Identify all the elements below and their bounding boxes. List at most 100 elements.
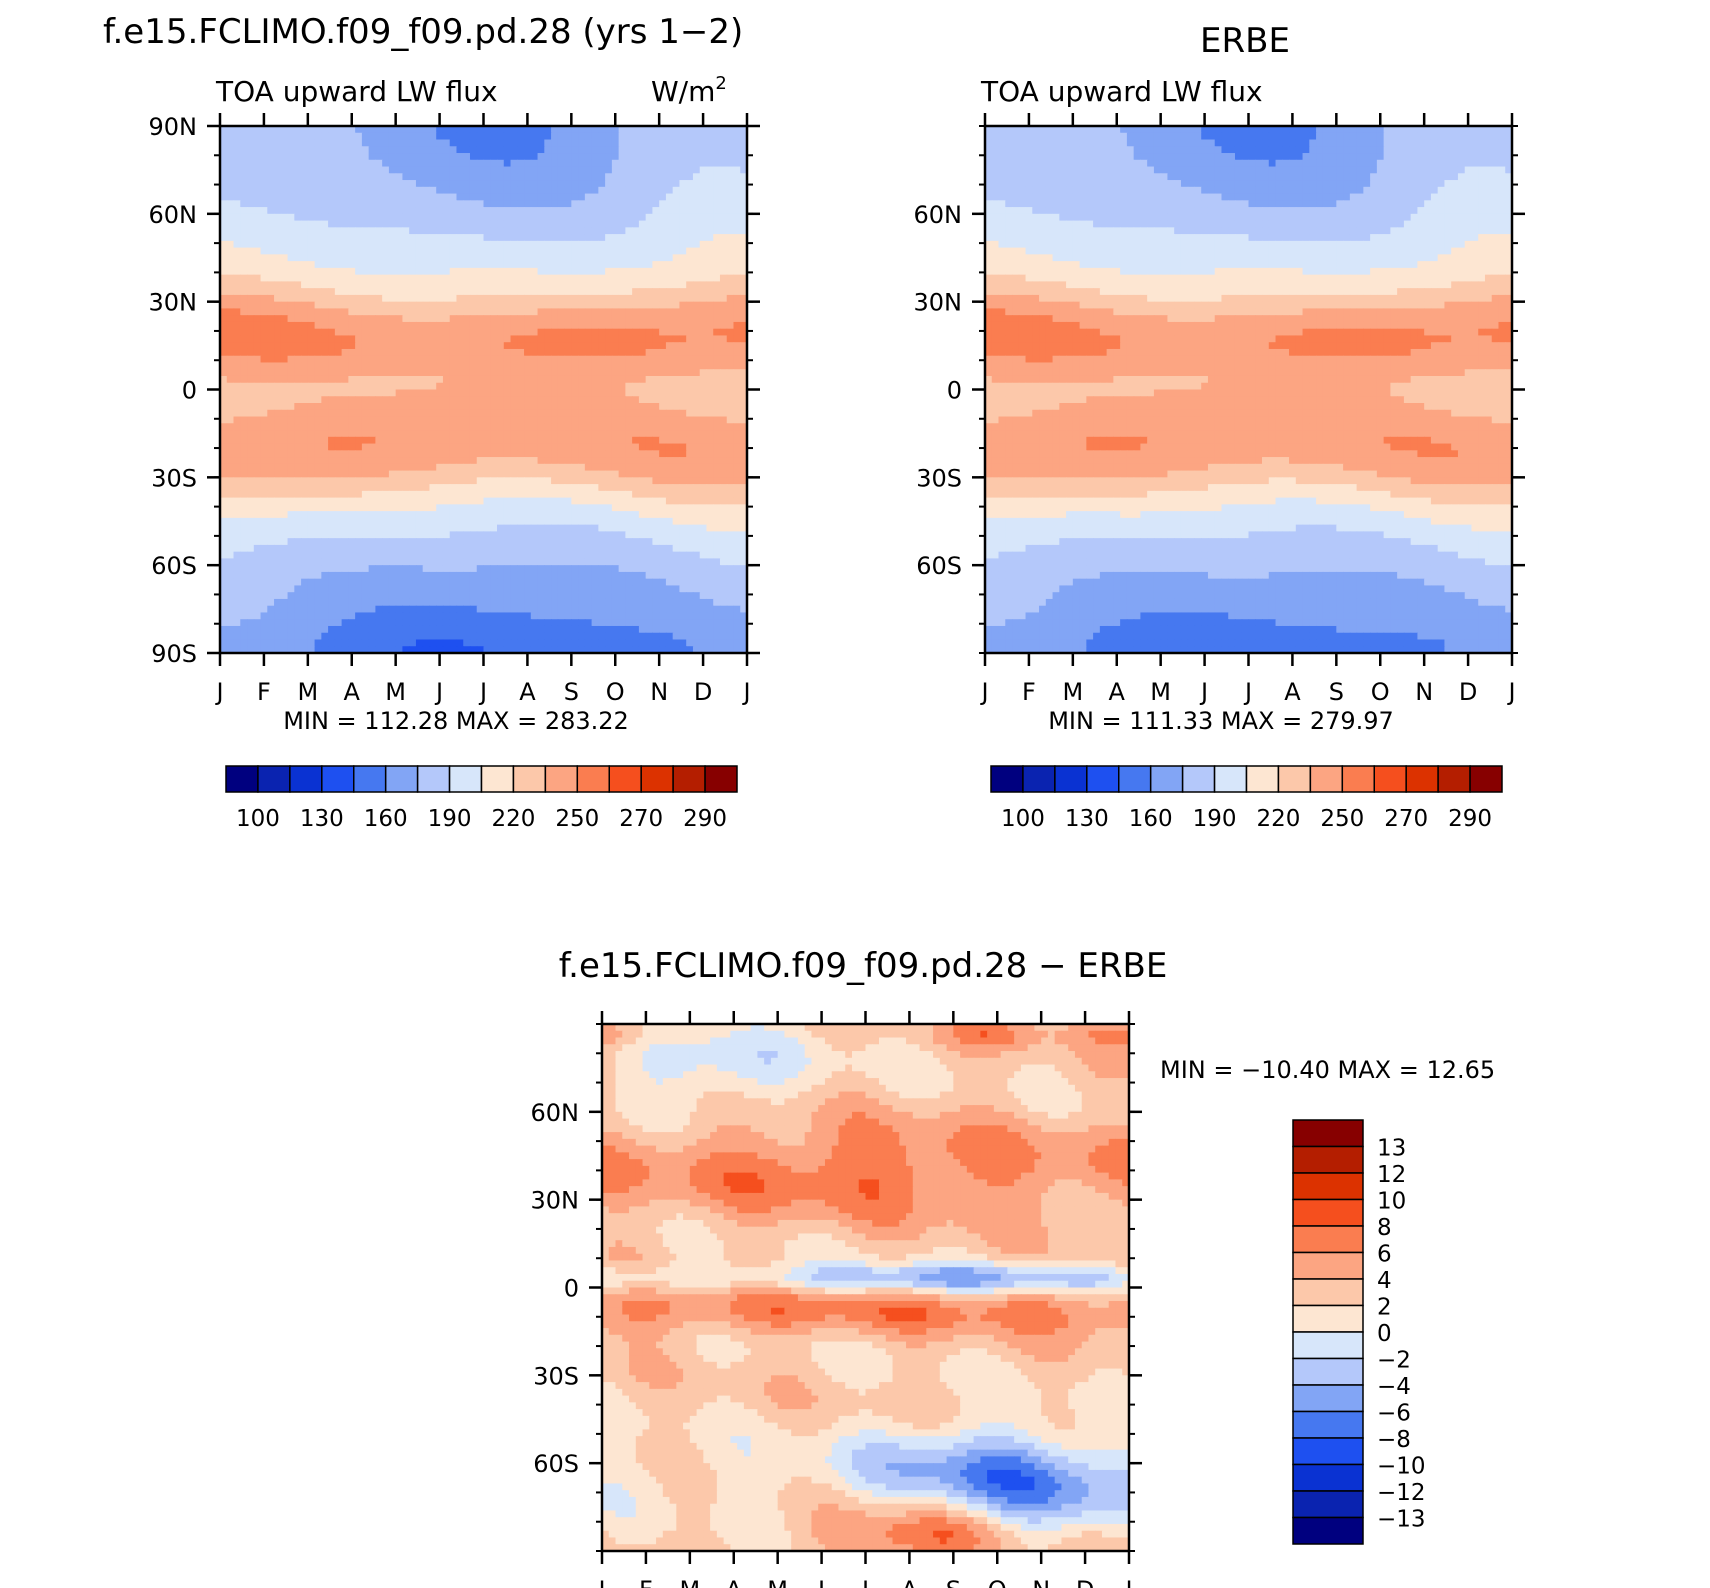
model-cell <box>565 248 572 255</box>
model-cell <box>315 227 322 234</box>
model-cell <box>301 268 308 275</box>
model-cell <box>490 214 497 221</box>
model-cell <box>382 146 389 153</box>
model-cell <box>727 281 734 288</box>
model-cell <box>470 173 477 180</box>
model-cell <box>578 167 585 174</box>
model-cell <box>490 207 497 214</box>
model-cell <box>335 275 342 282</box>
model-cell <box>497 200 504 207</box>
model-cell <box>247 133 254 140</box>
model-cell <box>402 288 409 295</box>
model-cell <box>409 275 416 282</box>
model-cell <box>416 288 423 295</box>
model-cell <box>261 140 268 147</box>
model-cell <box>477 227 484 234</box>
model-cell <box>605 200 612 207</box>
model-cell <box>679 227 686 234</box>
model-cell <box>375 194 382 201</box>
model-cell <box>720 207 727 214</box>
model-cell <box>585 234 592 241</box>
model-cell <box>524 268 531 275</box>
model-cell <box>254 248 261 255</box>
model-cell <box>484 153 491 160</box>
model-cell <box>308 146 315 153</box>
model-cell <box>301 261 308 268</box>
model-cell <box>733 295 740 302</box>
model-cell <box>342 194 349 201</box>
model-cell <box>558 227 565 234</box>
model-cell <box>686 214 693 221</box>
model-cell <box>605 268 612 275</box>
model-cell <box>598 187 605 194</box>
model-cell <box>470 241 477 248</box>
model-cell <box>646 173 653 180</box>
model-cell <box>355 241 362 248</box>
model-cell <box>321 254 328 261</box>
model-cell <box>294 187 301 194</box>
model-cell <box>436 241 443 248</box>
model-cell <box>382 133 389 140</box>
model-cell <box>666 194 673 201</box>
model-cell <box>511 180 518 187</box>
model-cell <box>389 194 396 201</box>
model-cell <box>517 160 524 167</box>
model-cell <box>693 288 700 295</box>
model-cell <box>565 214 572 221</box>
model-cell <box>362 268 369 275</box>
model-cell <box>693 248 700 255</box>
model-cell <box>463 200 470 207</box>
model-cell <box>227 214 234 221</box>
model-cell <box>504 261 511 268</box>
model-cell <box>409 234 416 241</box>
model-cell <box>254 302 261 309</box>
model-cell <box>254 234 261 241</box>
model-cell <box>646 261 653 268</box>
model-cell <box>619 275 626 282</box>
model-cell <box>598 288 605 295</box>
model-cell <box>544 207 551 214</box>
model-cell <box>470 167 477 174</box>
model-cell <box>585 275 592 282</box>
model-cell <box>605 153 612 160</box>
model-cell <box>598 180 605 187</box>
model-cell <box>551 146 558 153</box>
model-cell <box>592 200 599 207</box>
model-cell <box>558 207 565 214</box>
model-cell <box>565 153 572 160</box>
model-cell <box>666 234 673 241</box>
model-cell <box>443 180 450 187</box>
model-cell <box>558 254 565 261</box>
model-cell <box>652 234 659 241</box>
model-cell <box>443 200 450 207</box>
model-cell <box>504 295 511 302</box>
model-cell <box>551 248 558 255</box>
model-cell <box>423 133 430 140</box>
model-cell <box>416 180 423 187</box>
model-cell <box>700 173 707 180</box>
model-cell <box>652 275 659 282</box>
model-cell <box>308 275 315 282</box>
model-cell <box>423 173 430 180</box>
model-cell <box>321 221 328 228</box>
model-cell <box>342 214 349 221</box>
model-cell <box>578 268 585 275</box>
model-cell <box>484 214 491 221</box>
model-cell <box>673 187 680 194</box>
model-cell <box>335 140 342 147</box>
model-cell <box>504 254 511 261</box>
model-cell <box>693 180 700 187</box>
model-cell <box>396 140 403 147</box>
model-cell <box>416 268 423 275</box>
model-cell <box>456 248 463 255</box>
model-cell <box>619 227 626 234</box>
model-cell <box>524 194 531 201</box>
model-cell <box>598 133 605 140</box>
model-cell <box>429 153 436 160</box>
model-cell <box>646 248 653 255</box>
model-cell <box>598 234 605 241</box>
model-cell <box>402 207 409 214</box>
model-cell <box>369 302 376 309</box>
model-cell <box>490 180 497 187</box>
model-cell <box>544 200 551 207</box>
